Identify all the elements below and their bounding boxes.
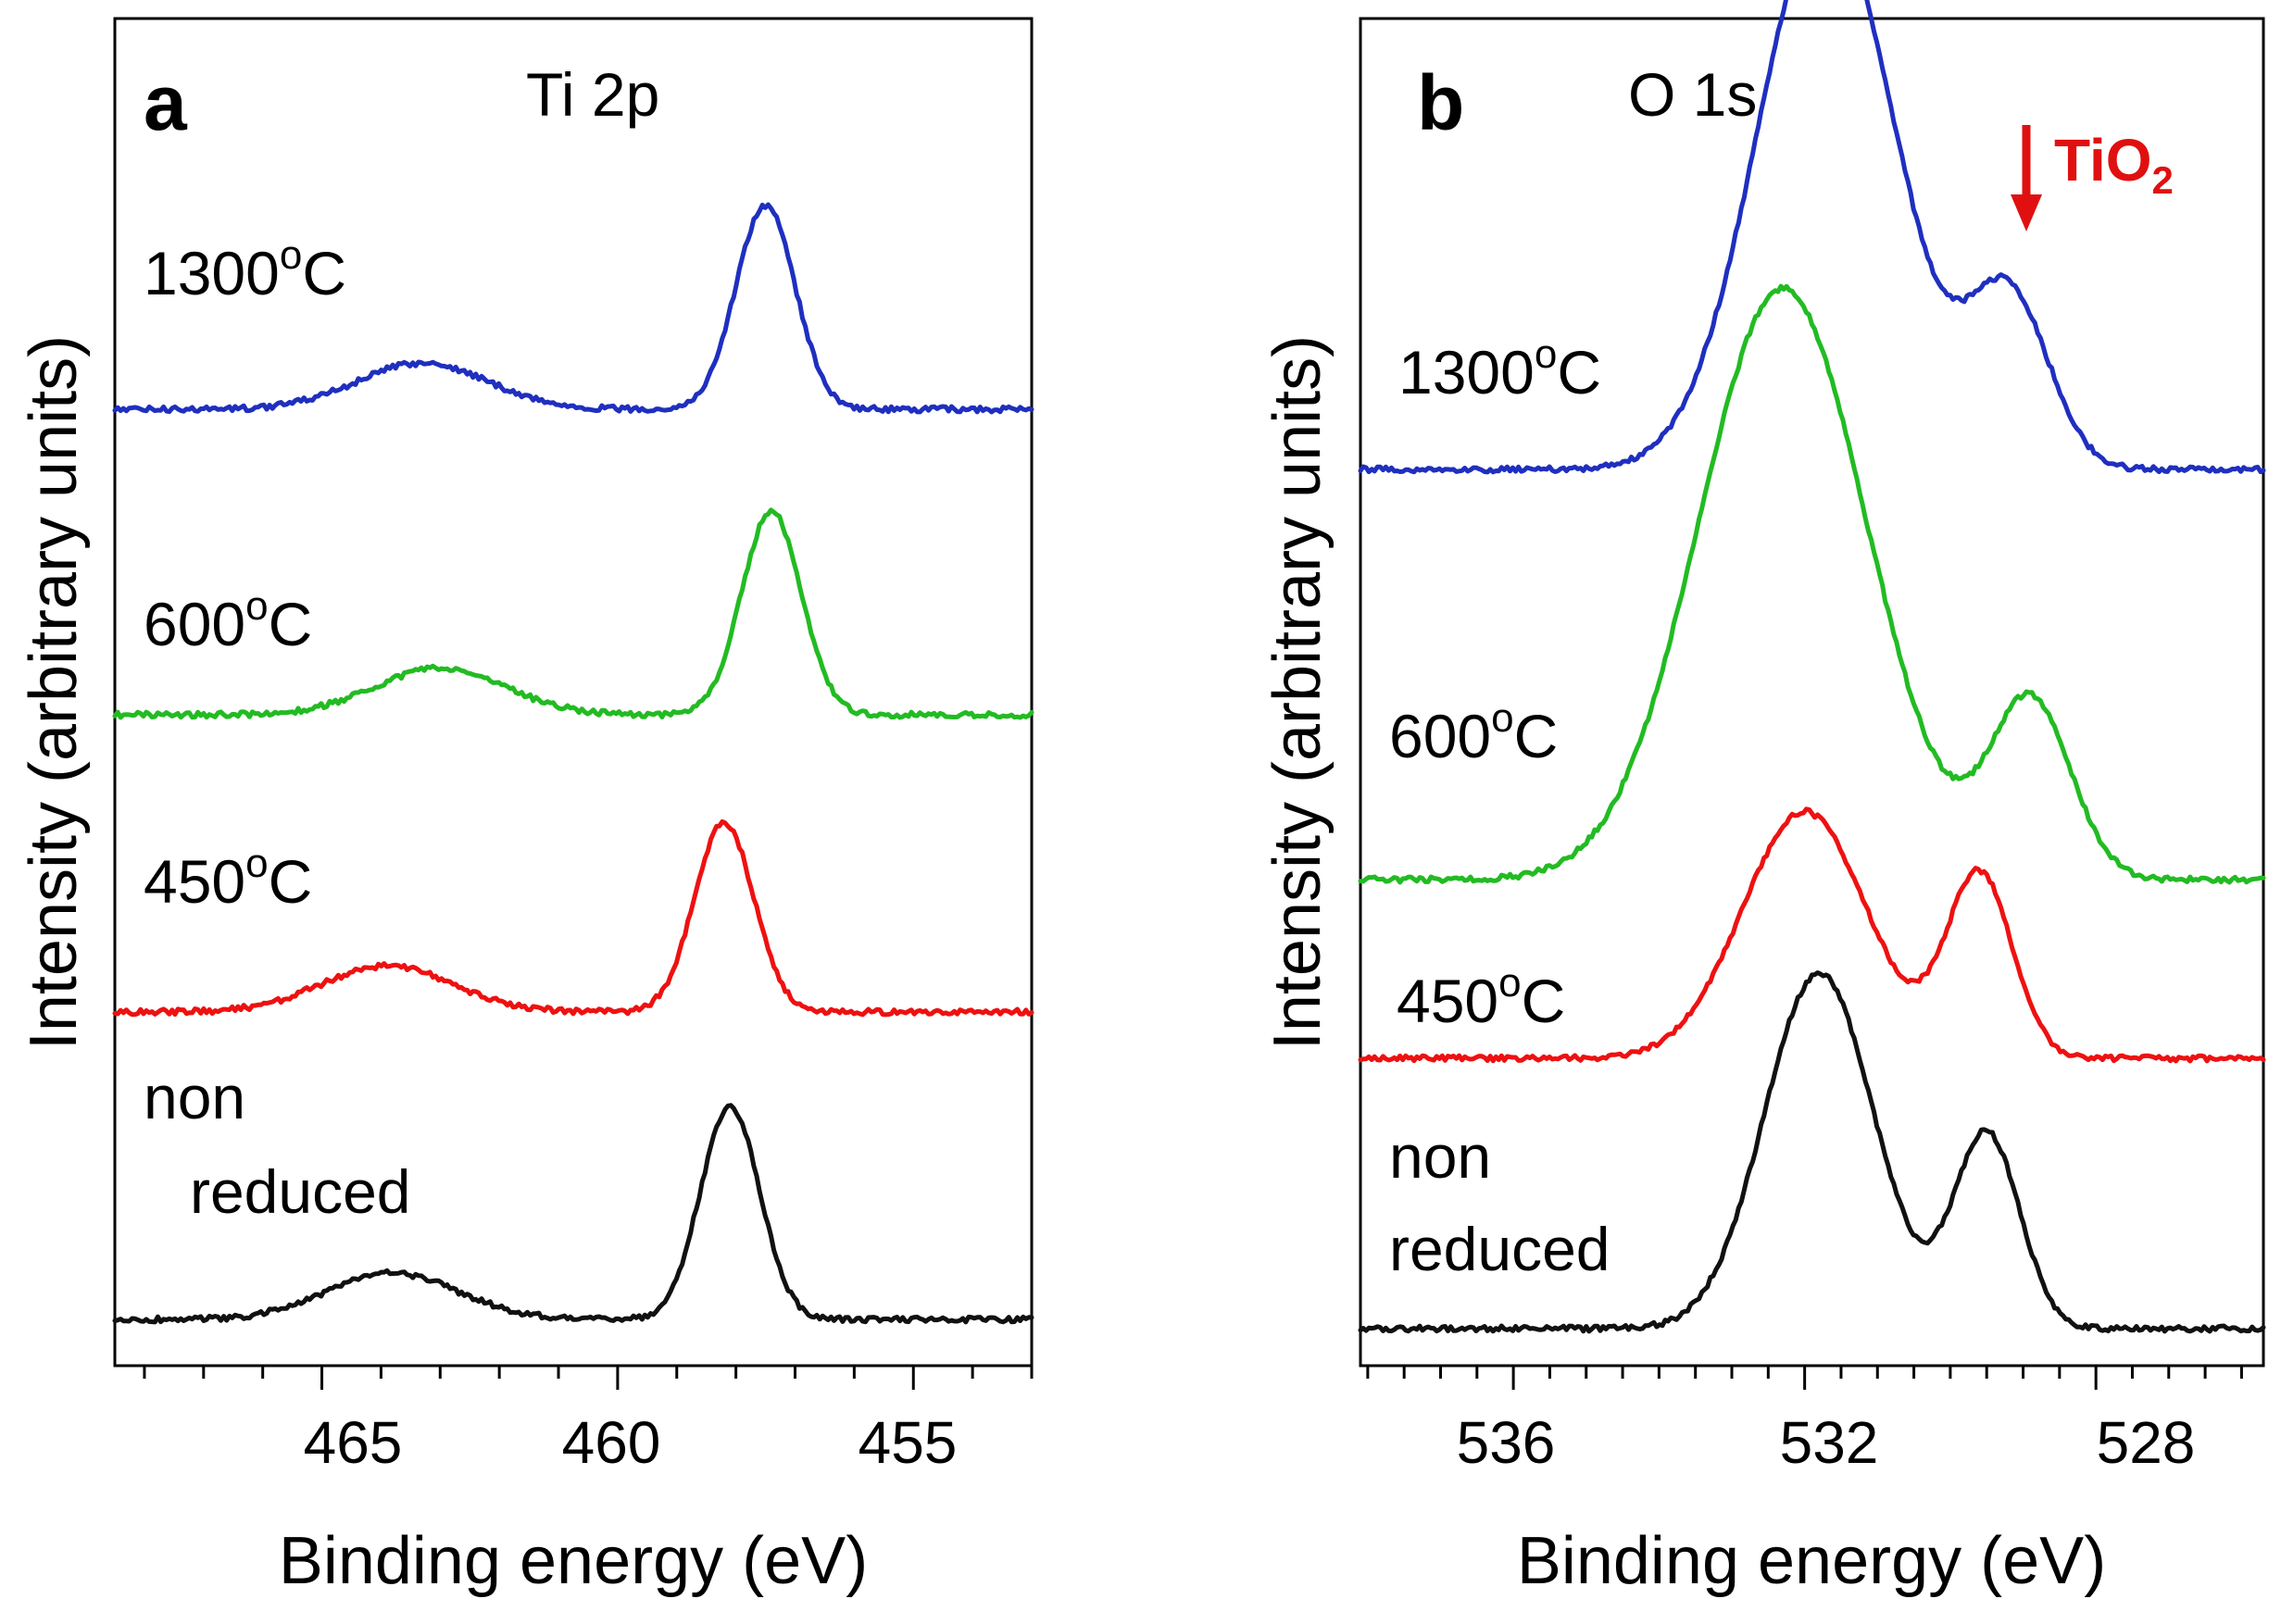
series-label-1300-a: 1300oC [144,232,346,307]
series-label-450-a: 450oC [144,841,312,916]
plot-frame-a [113,17,1034,1368]
series-label-nonreduced-line2-b: reduced [1389,1215,1610,1283]
x-tick-label-b-536: 536 [1457,1409,1556,1476]
curves-a [112,202,1034,1325]
x-tick-label-a-465: 465 [304,1409,403,1476]
x-tick-label-a-455: 455 [859,1409,958,1476]
series-label-nonreduced-line2-a: reduced [190,1157,411,1226]
series-label-600-a: 600oC [144,583,312,658]
series-label-600-b: 600oC [1389,695,1558,770]
tio2-arrow-head [2011,194,2042,231]
panel-b: b O 1s TiO2 1300oC 600oC 450oC non reduc… [1260,0,2266,1598]
series-label-1300-b: 1300oC [1398,331,1601,406]
plot-frame-b [1359,17,2265,1368]
series-label-450-b: 450oC [1397,960,1565,1035]
series-line-a-non-reduced [112,1103,1034,1325]
x-axis-label-b: Binding energy (eV) [1517,1524,2106,1598]
x-ticks-b [1366,1366,2243,1390]
panel-letter-b: b [1417,59,1464,146]
panel-letter-a: a [144,59,188,146]
panel-title-a: Ti 2p [526,60,659,129]
series-label-nonreduced-b: non [1389,1122,1491,1191]
tio2-annotation: TiO2 [2011,125,2174,231]
series-line-b-1300oC [1358,0,2266,475]
series-line-a-450oC [112,818,1034,1018]
x-axis-label-a: Binding energy (eV) [279,1524,868,1598]
panel-title-b: O 1s [1628,60,1757,129]
curves-b [1358,0,2266,1334]
panel-a: a Ti 2p 1300oC 600oC 450oC non reduced 4… [17,17,1034,1598]
y-axis-label-b: Intensity (arbitrary units) [1260,335,1335,1050]
series-label-nonreduced-a: non [144,1063,245,1131]
series-line-a-600oC [112,507,1034,720]
series-line-b-non-reduced [1358,970,2266,1334]
x-tick-label-b-528: 528 [2097,1409,2196,1476]
y-axis-label-a: Intensity (arbitrary units) [17,335,91,1050]
series-line-b-450oC [1358,806,2266,1064]
series-line-a-1300oC [112,202,1034,415]
x-tick-label-b-532: 532 [1780,1409,1879,1476]
tio2-label: TiO2 [2054,127,2174,202]
x-ticks-a [143,1366,1034,1390]
x-tick-label-a-460: 460 [562,1409,661,1476]
series-line-b-600oC [1358,283,2266,885]
